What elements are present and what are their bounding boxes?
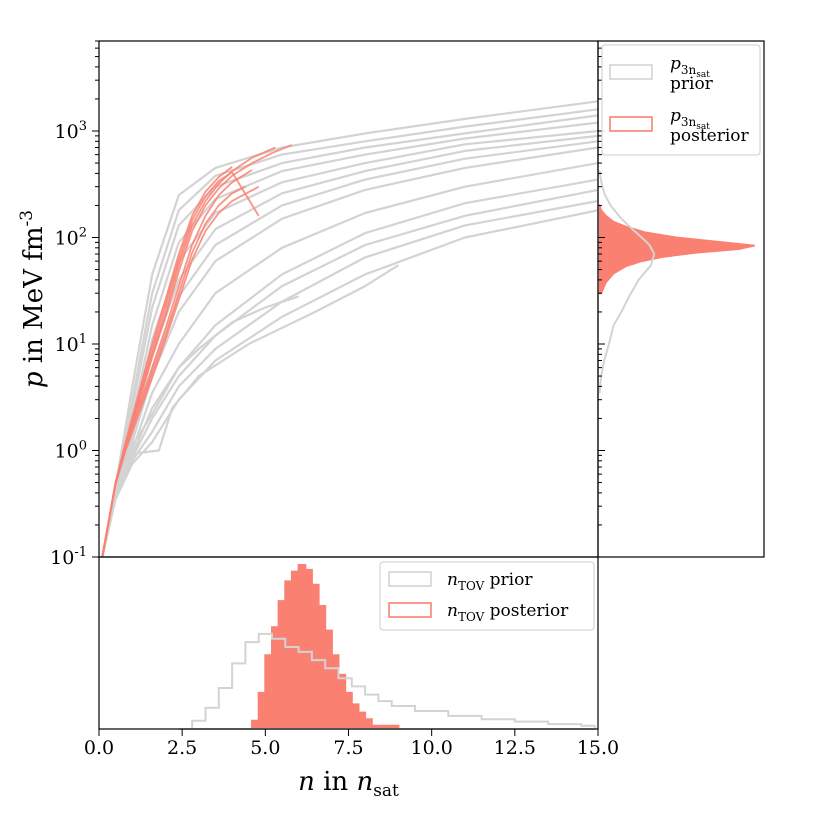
prior-curve-7 — [101, 209, 599, 558]
x-tick-label: 12.5 — [494, 737, 536, 759]
right-y-axis-ticks — [598, 40, 605, 558]
y-tick-label: 100 — [55, 439, 87, 463]
posterior-curve-0 — [101, 146, 276, 558]
bottom-legend-box — [379, 561, 595, 631]
y-tick-label: 10-1 — [50, 545, 87, 569]
posterior-curve-3 — [101, 185, 260, 558]
bottom-histogram-bars — [178, 564, 596, 730]
right-legend-symbol: p3nsat — [670, 54, 710, 80]
prior-curve-5 — [101, 178, 599, 558]
x-tick-label: 7.5 — [333, 737, 363, 759]
posterior-histogram-bottom — [242, 564, 595, 730]
x-tick-label: 10.0 — [411, 737, 453, 759]
bottom-x-axis: 0.0 2.5 5.0 7.5 10.0 12.5 15.0 — [84, 729, 619, 759]
x-tick-label: 15.0 — [577, 737, 619, 759]
main-y-axis: 10-1 100 101 102 103 — [50, 40, 99, 569]
posterior-histogram-right — [597, 204, 755, 295]
bottom-histogram-panel: 0.0 2.5 5.0 7.5 10.0 12.5 15.0 nTOV priornTOV … — [84, 556, 619, 759]
right-legend-label: prior — [670, 74, 714, 94]
bottom-legend-label: nTOV posterior — [447, 601, 569, 624]
x-tick-label: 5.0 — [250, 737, 280, 759]
y-tick-label: 102 — [55, 226, 87, 250]
x-axis-label: n in nsat — [298, 767, 399, 801]
right-legend-swatch — [609, 64, 653, 80]
prior-curve-12 — [101, 140, 599, 558]
right-legend-box — [601, 44, 761, 156]
bottom-legend-swatch — [388, 571, 432, 587]
bottom-legend: nTOV prior nTOV posterior — [379, 561, 595, 631]
prior-histogram-right — [597, 170, 656, 394]
axis-labels: n in nsat p in MeV fm-3 — [17, 210, 399, 801]
prior-curve-13 — [101, 188, 599, 558]
prior-curve-9 — [101, 264, 399, 558]
prior-curve-10 — [101, 100, 599, 558]
posterior-curve-6 — [101, 171, 260, 558]
right-legend-swatch — [609, 116, 653, 132]
bottom-legend-swatch — [388, 602, 432, 618]
prior-curve-2 — [101, 134, 599, 558]
main-plot-panel: 10-1 100 101 102 103 — [50, 40, 599, 569]
prior-curve-1 — [101, 121, 599, 558]
prior-curve-3 — [101, 146, 599, 558]
prior-curves — [101, 100, 599, 558]
prior-histogram-bottom — [178, 632, 596, 730]
y-tick-label: 103 — [55, 119, 87, 143]
right-histogram-bars — [597, 170, 755, 394]
bottom-legend-label: nTOV prior — [447, 570, 533, 593]
prior-curve-11 — [101, 114, 599, 558]
right-plot-frame — [597, 40, 765, 558]
x-tick-label: 0.0 — [84, 737, 114, 759]
y-axis-label: p in MeV fm-3 — [17, 210, 49, 388]
x-tick-label: 2.5 — [167, 737, 197, 759]
right-legend-label: posterior — [670, 126, 750, 146]
y-tick-label: 101 — [55, 332, 87, 356]
right-legend-symbol: p3nsat — [670, 106, 710, 132]
prior-curve-4 — [101, 162, 599, 558]
posterior-curves — [101, 144, 293, 558]
